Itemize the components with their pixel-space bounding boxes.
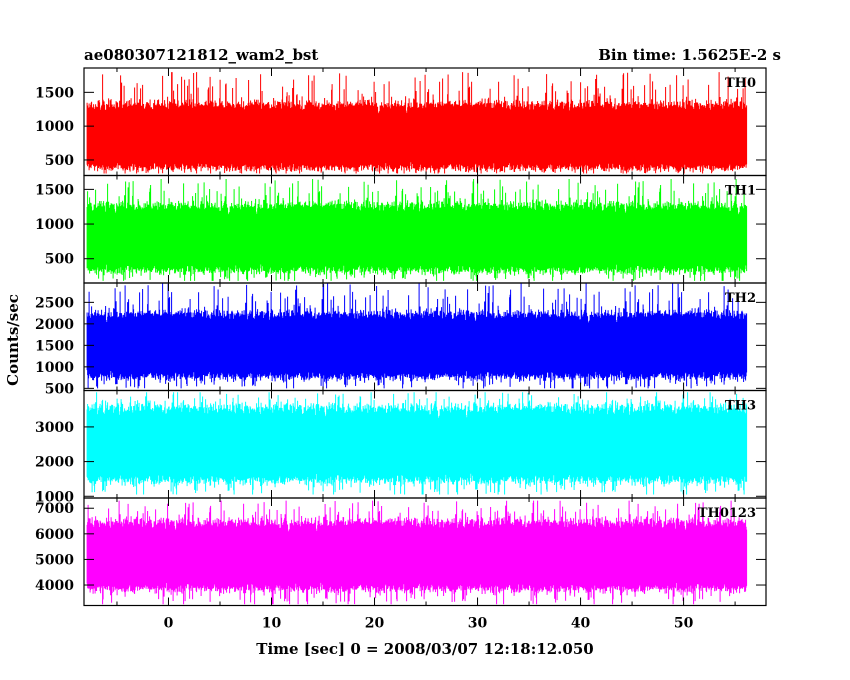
- y-tick-label: 1000: [35, 489, 74, 505]
- bin-time-label: Bin time: 1.5625E-2 s: [598, 46, 781, 64]
- y-tick-label: 2000: [35, 455, 74, 471]
- panel-th3: 1000 2000 3000 TH3: [35, 389, 767, 505]
- panel-label-th2: TH2: [725, 291, 756, 306]
- x-tick-label: 50: [674, 616, 694, 632]
- y-tick-label: 3000: [35, 420, 74, 436]
- y-tick-label: 1500: [35, 338, 74, 354]
- series-th2-band: [87, 325, 747, 367]
- series-th0123-band: [87, 534, 747, 578]
- y-tick-label: 2000: [35, 317, 74, 333]
- panel-th0123: 4000 5000 6000 7000 TH0123: [35, 497, 767, 607]
- panel-th2: 500 1000 1500 2000 2500 TH2: [35, 282, 767, 397]
- panels-group: 500 1000 1500 TH0 500 1000 1500 TH1 500 1000 1500 2…: [35, 67, 767, 607]
- panel-th0: 500 1000 1500 TH0: [35, 67, 767, 177]
- x-axis-tick-labels: 0 10 20 30 40 50: [164, 616, 694, 632]
- y-tick-label: 5000: [35, 552, 74, 568]
- y-tick-label: 1000: [35, 217, 74, 233]
- x-tick-label: 40: [571, 616, 591, 632]
- x-tick-label: 0: [164, 616, 174, 632]
- panel-label-th0123: TH0123: [698, 506, 756, 521]
- panel-th1: 500 1000 1500 TH1: [35, 174, 767, 284]
- chart-title: ae080307121812_wam2_bst: [84, 46, 318, 64]
- series-th0-band: [87, 116, 747, 158]
- y-tick-label: 6000: [35, 527, 74, 543]
- y-tick-label: 500: [45, 153, 74, 169]
- x-tick-label: 30: [468, 616, 488, 632]
- x-tick-label: 20: [365, 616, 385, 632]
- y-tick-label: 2500: [35, 295, 74, 311]
- y-tick-label: 1000: [35, 119, 74, 135]
- series-th3-band: [87, 421, 747, 469]
- panel-label-th1: TH1: [725, 184, 756, 199]
- y-tick-label: 1500: [35, 182, 74, 198]
- y-tick-label: 4000: [35, 578, 74, 594]
- x-axis-title: Time [sec] 0 = 2008/03/07 12:18:12.050: [256, 640, 593, 658]
- y-tick-label: 500: [45, 381, 74, 397]
- panel-label-th3: TH3: [725, 399, 756, 414]
- y-tick-label: 1000: [35, 360, 74, 376]
- panel-frame: [83, 497, 767, 607]
- y-tick-label: 7000: [35, 501, 74, 517]
- x-tick-label: 10: [262, 616, 282, 632]
- y-tick-label: 500: [45, 252, 74, 268]
- y-tick-label: 1500: [35, 85, 74, 101]
- y-axis-title: Counts/sec: [4, 294, 22, 386]
- panel-label-th0: TH0: [725, 76, 756, 91]
- series-th1-band: [87, 217, 747, 260]
